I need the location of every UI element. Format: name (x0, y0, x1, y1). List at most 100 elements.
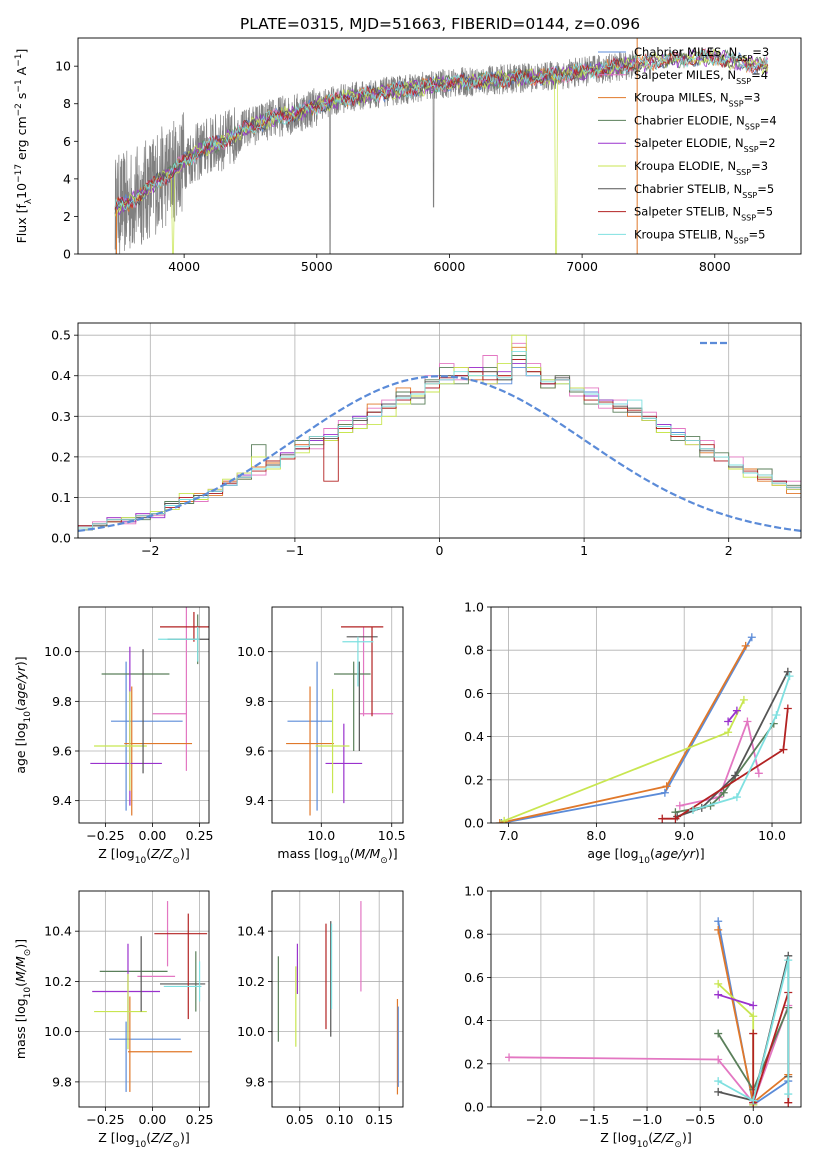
mass-age-panel: 10.0 10.5 9.4 9.6 9.8 10.0 mass [log10(M/M⊙)] (237, 606, 406, 866)
axes-frame (77, 322, 802, 539)
x-tick-label: 4000 (168, 259, 200, 274)
weight-marker-chabrier_stelib (714, 1087, 723, 1096)
axes-frame (490, 890, 802, 1108)
y-tick-label: 0.1 (51, 490, 71, 505)
y-tick-label: 1.0 (464, 884, 484, 899)
ebv-panel: 0.05 0.10 0.15 9.8 10.0 10.2 10.4 (237, 890, 404, 1127)
y-tick-label: 0 (63, 247, 71, 262)
tick-group: 4000 5000 6000 7000 8000 0 2 4 6 8 10 (55, 59, 731, 274)
x-tick-label: −1 (286, 543, 304, 558)
y-tick-label: 0.8 (464, 927, 484, 942)
weight-marker-kroupa_stelib (714, 1077, 723, 1086)
figure-title: PLATE=0315, MJD=51663, FIBERID=0144, z=0… (240, 15, 640, 33)
weight-marker-chabrier_elodie (714, 1029, 723, 1038)
errorbar-group (92, 901, 208, 1092)
weight-marker-kroupa_stelib (784, 1090, 793, 1099)
weight-line-salpeter_stelib (662, 708, 789, 820)
axes-frame (78, 606, 210, 824)
grid-lines (79, 607, 209, 823)
grid-lines (79, 891, 209, 1107)
x-tick-label: 2 (725, 543, 733, 558)
weight-marker-salpeter_stelib (749, 1029, 758, 1038)
weight-marker-chabrier_stelib (731, 771, 740, 780)
x-tick-label: 0.10 (326, 1112, 354, 1127)
weight-marker-kroupa_stelib (732, 793, 741, 802)
y-tick-label: 1.0 (464, 600, 484, 615)
weight-marker-salpeter_stelib (779, 745, 788, 754)
model-spectrum-line-kroupa_stelib (114, 49, 769, 211)
weight-marker-chabrier_miles (747, 633, 756, 642)
x-tick-label: 10.5 (378, 828, 406, 843)
plot-area (79, 891, 209, 1107)
weight-marker-salpeter_miles (743, 717, 752, 726)
z-mass-panel: −0.25 0.00 0.25 9.8 10.0 10.2 10.4 Z [log10(Z/Z… (13, 890, 214, 1150)
legend-label-salpeter_elodie: Salpeter ELODIE, NSSP=2 (634, 136, 776, 154)
x-tick-label: −0.25 (86, 1112, 124, 1127)
y-tick-label: 0.8 (464, 643, 484, 658)
histogram-group (78, 334, 801, 538)
y-tick-label: 0.6 (464, 970, 484, 985)
weight-marker-salpeter_elodie (732, 706, 741, 715)
x-tick-label: 5000 (301, 259, 333, 274)
model-spectrum-line-kroupa_elodie (114, 48, 769, 254)
weight-marker-kroupa_elodie (500, 816, 509, 823)
axes-frame (490, 606, 802, 824)
y-tick-label: 10 (55, 59, 71, 74)
spectrum-legend: Chabrier MILES, NSSP=3 Salpeter MILES, NS… (598, 45, 777, 245)
axes-frame (271, 606, 404, 824)
weight-marker-kroupa_elodie (749, 1012, 758, 1021)
weight-marker-kroupa_stelib (785, 672, 794, 681)
normal-curve (78, 375, 801, 532)
axes-frame (271, 890, 404, 1108)
y-axis-label: mass [log10(M/M⊙)] (13, 939, 33, 1059)
y-tick-label: 9.8 (52, 1074, 72, 1089)
y-tick-label: 10.2 (44, 974, 72, 989)
weight-marker-salpeter_elodie (724, 717, 733, 726)
weight-marker-salpeter_stelib (784, 1098, 793, 1107)
weight-marker-kroupa_elodie (724, 728, 733, 737)
x-tick-label: 8.0 (586, 828, 606, 843)
y-tick-label: 2 (63, 209, 71, 224)
weight-marker-kroupa_miles (714, 925, 723, 934)
axes-frame (77, 37, 802, 255)
x-tick-label: 1 (580, 543, 588, 558)
legend-label-chabrier_stelib: Chabrier STELIB, NSSP=5 (634, 182, 774, 200)
x-tick-label: 6000 (434, 259, 466, 274)
plot-area (79, 607, 209, 823)
plot-area (272, 891, 403, 1107)
tick-group: 10.0 10.5 9.4 9.6 9.8 10.0 (237, 644, 405, 843)
y-tick-label: 10.2 (237, 974, 265, 989)
weight-marker-salpeter_elodie (714, 990, 723, 999)
residuals-panel: −2 −1 0 1 2 0.0 0.1 0.2 0.3 0.4 0.5 (51, 322, 802, 558)
x-axis-label: Z [log10(Z/Z⊙)] (98, 1130, 189, 1150)
weight-marker-salpeter_stelib (658, 814, 667, 823)
legend-label-chabrier_miles: Chabrier MILES, NSSP=3 (634, 45, 769, 63)
weight-marker-salpeter_stelib (783, 704, 792, 713)
y-tick-label: 10.0 (44, 644, 72, 659)
grid-lines (272, 891, 403, 1107)
z-age-panel: −0.25 0.00 0.25 9.4 9.6 9.8 10.0 Z [log10(Z/Z⊙)… (13, 606, 214, 866)
weight-marker-kroupa_stelib (772, 711, 781, 719)
x-tick-label: 0.25 (186, 1112, 214, 1127)
y-tick-label: 0.4 (464, 729, 484, 744)
y-tick-label: 9.6 (52, 744, 72, 759)
tick-group: 7.0 8.0 9.0 10.0 0.0 0.2 0.4 0.6 0.8 1.0 (464, 600, 786, 844)
y-tick-label: 10.0 (237, 1024, 265, 1039)
x-tick-label: 0.05 (286, 1112, 314, 1127)
y-tick-label: 0.4 (464, 1013, 484, 1028)
weight-marker-chabrier_elodie (719, 788, 728, 797)
weight-line-salpeter_elodie (727, 710, 738, 723)
grid-lines (272, 607, 403, 823)
weight-line-kroupa_stelib (717, 959, 790, 1102)
y-tick-label: 10.4 (237, 924, 265, 939)
y-tick-label: 0.2 (464, 1056, 484, 1071)
x-axis-label: age [log10(age/yr)] (587, 846, 704, 866)
y-tick-label: 6 (63, 134, 71, 149)
y-tick-label: 10.0 (237, 644, 265, 659)
model-spectrum-line-chabrier_elodie (114, 49, 768, 214)
y-tick-label: 9.4 (245, 793, 265, 808)
y-tick-label: 0.5 (51, 328, 71, 343)
x-tick-label: 0.00 (139, 1112, 167, 1127)
x-axis-label: Z [log10(Z/Z⊙)] (600, 1130, 691, 1150)
